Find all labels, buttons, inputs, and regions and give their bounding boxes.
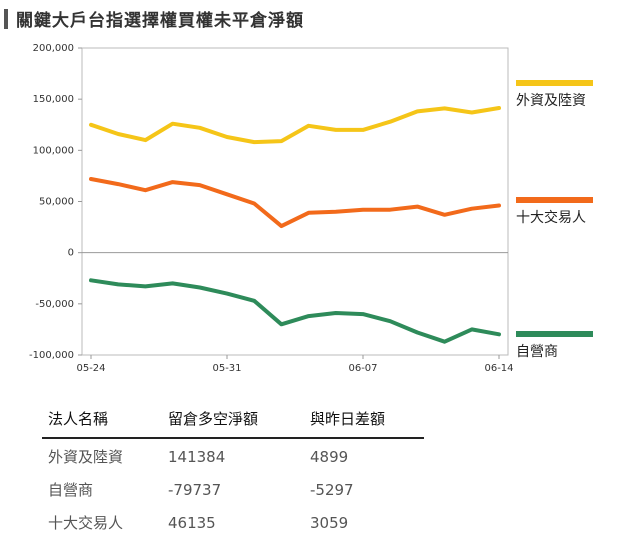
header-net-position: 留倉多空淨額 [162, 402, 304, 439]
chart-title: 關鍵大戶台指選擇權買權未平倉淨額 [16, 11, 304, 31]
table-header-row: 法人名稱 留倉多空淨額 與昨日差額 [42, 402, 424, 439]
data-point [388, 319, 392, 323]
x-tick-label: 05-24 [76, 363, 105, 374]
x-tick-label: 06-07 [348, 363, 377, 374]
data-point [334, 128, 338, 132]
data-point [89, 278, 93, 282]
y-tick-label: 0 [68, 248, 74, 259]
cell-daily-change: 3059 [310, 513, 349, 532]
data-point [415, 205, 419, 209]
data-point [116, 282, 120, 286]
cell-institution: 自營商 [48, 481, 94, 499]
data-point [89, 177, 93, 181]
data-point [443, 340, 447, 344]
x-tick-label: 05-31 [212, 363, 241, 374]
data-point [198, 183, 202, 187]
data-point [116, 132, 120, 136]
legend-label: 外資及陸資 [516, 93, 586, 109]
data-point [171, 122, 175, 126]
data-point [171, 180, 175, 184]
line-chart: 200,000 150,000 100,000 50,000 0 -50,000 -100,… [29, 43, 593, 374]
data-point [307, 314, 311, 318]
data-point [470, 110, 474, 114]
title-marker [4, 8, 8, 29]
table-row: 自營商 -79737 -5297 [42, 472, 424, 505]
y-tick-label: 150,000 [33, 94, 74, 105]
series-line [89, 278, 501, 344]
data-point [252, 299, 256, 303]
data-point [497, 106, 501, 110]
legend-swatch [516, 80, 593, 86]
data-point [279, 322, 283, 326]
legend-label: 自營商 [516, 344, 558, 360]
data-point [225, 192, 229, 196]
data-point [252, 202, 256, 206]
data-point [225, 292, 229, 296]
data-point [334, 311, 338, 315]
y-tick-label: -50,000 [35, 299, 74, 310]
data-point [89, 123, 93, 127]
data-point [388, 208, 392, 212]
title-bar: 關鍵大戶台指選擇權買權未平倉淨額 [4, 6, 304, 31]
header-daily-change: 與昨日差額 [304, 402, 424, 439]
y-tick-label: 100,000 [33, 145, 74, 156]
data-point [470, 207, 474, 211]
data-point [497, 332, 501, 336]
data-point [279, 224, 283, 228]
cell-net-position: 141384 [168, 447, 226, 466]
series-line [89, 177, 501, 229]
data-point [470, 327, 474, 331]
cell-institution: 外資及陸資 [48, 448, 124, 466]
data-point [279, 139, 283, 143]
data-point [361, 208, 365, 212]
data-point [443, 106, 447, 110]
data-point [443, 213, 447, 217]
data-point [415, 109, 419, 113]
data-point [361, 312, 365, 316]
cell-daily-change: -5297 [310, 480, 354, 499]
summary-table: 法人名稱 留倉多空淨額 與昨日差額 外資及陸資 141384 4899 自營商 … [42, 402, 424, 538]
data-point [143, 284, 147, 288]
data-point [361, 128, 365, 132]
data-point [415, 330, 419, 334]
table-row: 外資及陸資 141384 4899 [42, 438, 424, 472]
y-tick-label: 50,000 [39, 197, 74, 208]
table-row: 十大交易人 46135 3059 [42, 505, 424, 538]
x-tick-label: 06-14 [484, 363, 513, 374]
data-point [307, 124, 311, 128]
data-point [252, 140, 256, 144]
data-point [116, 182, 120, 186]
series-line [89, 106, 501, 145]
data-point [497, 203, 501, 207]
cell-net-position: 46135 [168, 513, 216, 532]
data-point [334, 210, 338, 214]
y-tick-label: 200,000 [33, 43, 74, 54]
plot-frame [81, 47, 509, 356]
data-point [143, 188, 147, 192]
data-point [307, 211, 311, 215]
y-tick-label: -100,000 [29, 350, 74, 361]
data-point [143, 138, 147, 142]
legend-swatch [516, 197, 593, 203]
cell-net-position: -79737 [168, 480, 222, 499]
data-point [198, 285, 202, 289]
data-point [171, 281, 175, 285]
data-point [225, 135, 229, 139]
cell-institution: 十大交易人 [48, 514, 124, 532]
data-point [388, 120, 392, 124]
cell-daily-change: 4899 [310, 447, 349, 466]
header-institution: 法人名稱 [42, 402, 162, 439]
legend-label: 十大交易人 [516, 209, 586, 226]
data-point [198, 126, 202, 130]
legend-swatch [516, 331, 593, 337]
